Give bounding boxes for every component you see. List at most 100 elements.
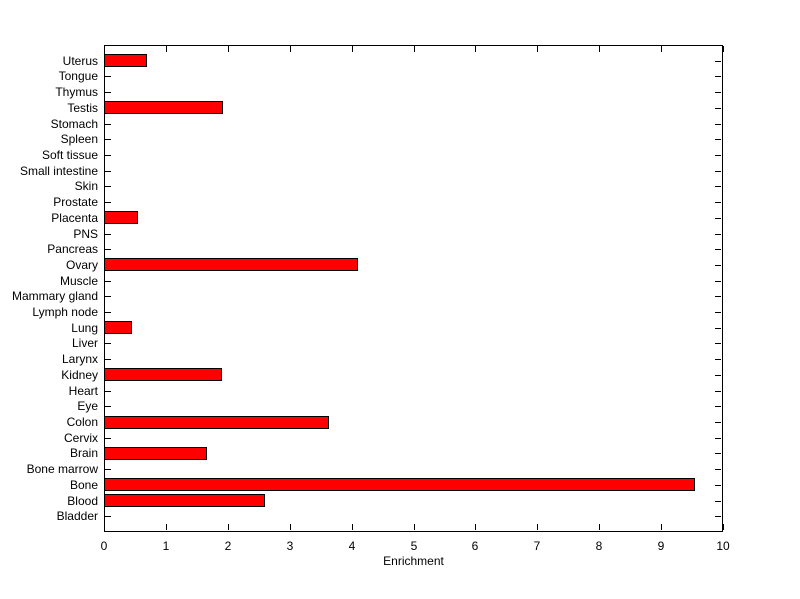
bar-blood bbox=[104, 494, 265, 507]
y-tick-right bbox=[715, 171, 721, 172]
xtick-label-10: 10 bbox=[716, 539, 730, 553]
ytick-label-small-intestine: Small intestine bbox=[19, 163, 98, 178]
xtick-label-2: 2 bbox=[224, 539, 232, 553]
y-tick-right bbox=[715, 485, 721, 486]
x-tick-bottom bbox=[290, 524, 291, 530]
y-tick-right bbox=[715, 76, 721, 77]
ytick-label-tongue: Tongue bbox=[58, 69, 98, 84]
ytick-label-mammary-gland: Mammary gland bbox=[11, 289, 98, 304]
x-tick-bottom bbox=[475, 524, 476, 530]
xtick-label-3: 3 bbox=[286, 539, 294, 553]
x-tick-top bbox=[414, 46, 415, 52]
y-tick-right bbox=[715, 92, 721, 93]
x-tick-top bbox=[228, 46, 229, 52]
y-tick-right bbox=[715, 516, 721, 517]
x-tick-top bbox=[352, 46, 353, 52]
bar-testis bbox=[104, 101, 223, 114]
ytick-label-eye: Eye bbox=[77, 399, 98, 414]
xtick-label-9: 9 bbox=[657, 539, 665, 553]
y-tick-right bbox=[715, 218, 721, 219]
y-tick-right bbox=[715, 375, 721, 376]
ytick-label-brain: Brain bbox=[69, 446, 98, 461]
x-tick-bottom bbox=[537, 524, 538, 530]
y-tick-right bbox=[715, 155, 721, 156]
y-tick-left bbox=[105, 92, 111, 93]
y-tick-right bbox=[715, 265, 721, 266]
y-tick-left bbox=[105, 139, 111, 140]
bar-kidney bbox=[104, 368, 222, 381]
y-tick-right bbox=[715, 391, 721, 392]
bar-placenta bbox=[104, 211, 138, 224]
y-tick-left bbox=[105, 124, 111, 125]
y-tick-right bbox=[715, 501, 721, 502]
y-tick-right bbox=[715, 186, 721, 187]
y-tick-left bbox=[105, 234, 111, 235]
y-tick-left bbox=[105, 312, 111, 313]
x-tick-bottom bbox=[352, 524, 353, 530]
y-tick-right bbox=[715, 469, 721, 470]
ytick-label-pns: PNS bbox=[73, 226, 98, 241]
ytick-label-bone: Bone bbox=[69, 477, 98, 492]
ytick-label-colon: Colon bbox=[66, 415, 98, 430]
ytick-label-blood: Blood bbox=[67, 493, 98, 508]
xtick-label-8: 8 bbox=[595, 539, 603, 553]
ytick-label-prostate: Prostate bbox=[53, 195, 98, 210]
ytick-label-lymph-node: Lymph node bbox=[32, 305, 98, 320]
y-tick-right bbox=[715, 61, 721, 62]
y-tick-left bbox=[105, 343, 111, 344]
y-tick-left bbox=[105, 249, 111, 250]
x-tick-top bbox=[166, 46, 167, 52]
xtick-label-6: 6 bbox=[471, 539, 479, 553]
x-tick-top bbox=[537, 46, 538, 52]
ytick-label-bladder: Bladder bbox=[56, 509, 98, 524]
x-tick-bottom bbox=[723, 524, 724, 530]
ytick-label-uterus: Uterus bbox=[62, 53, 98, 68]
y-tick-right bbox=[715, 234, 721, 235]
x-tick-bottom bbox=[166, 524, 167, 530]
y-tick-right bbox=[715, 422, 721, 423]
x-tick-top bbox=[104, 46, 105, 52]
x-axis-label: Enrichment bbox=[383, 554, 444, 568]
y-tick-left bbox=[105, 438, 111, 439]
y-tick-left bbox=[105, 391, 111, 392]
xtick-label-7: 7 bbox=[533, 539, 541, 553]
y-tick-left bbox=[105, 296, 111, 297]
x-tick-top bbox=[661, 46, 662, 52]
y-tick-left bbox=[105, 155, 111, 156]
y-tick-right bbox=[715, 328, 721, 329]
y-tick-right bbox=[715, 359, 721, 360]
bar-bone bbox=[104, 478, 695, 491]
y-tick-left bbox=[105, 359, 111, 360]
x-tick-bottom bbox=[228, 524, 229, 530]
ytick-label-placenta: Placenta bbox=[51, 210, 98, 225]
y-tick-left bbox=[105, 516, 111, 517]
xtick-label-1: 1 bbox=[162, 539, 170, 553]
ytick-label-thymus: Thymus bbox=[55, 85, 98, 100]
y-tick-right bbox=[715, 202, 721, 203]
y-tick-left bbox=[105, 281, 111, 282]
y-tick-right bbox=[715, 139, 721, 140]
ytick-label-kidney: Kidney bbox=[61, 367, 98, 382]
ytick-label-spleen: Spleen bbox=[60, 132, 98, 147]
y-tick-right bbox=[715, 108, 721, 109]
x-tick-bottom bbox=[661, 524, 662, 530]
x-tick-top bbox=[475, 46, 476, 52]
y-tick-left bbox=[105, 171, 111, 172]
y-tick-left bbox=[105, 469, 111, 470]
bar-ovary bbox=[104, 258, 358, 271]
ytick-label-stomach: Stomach bbox=[50, 116, 98, 131]
ytick-label-soft-tissue: Soft tissue bbox=[41, 147, 98, 162]
x-tick-top bbox=[290, 46, 291, 52]
ytick-label-pancreas: Pancreas bbox=[47, 242, 98, 257]
xtick-label-5: 5 bbox=[410, 539, 418, 553]
y-tick-left bbox=[105, 406, 111, 407]
ytick-label-cervix: Cervix bbox=[63, 430, 98, 445]
y-tick-right bbox=[715, 438, 721, 439]
x-tick-bottom bbox=[414, 524, 415, 530]
y-tick-left bbox=[105, 186, 111, 187]
plot-area bbox=[104, 45, 723, 532]
ytick-label-bone-marrow: Bone marrow bbox=[26, 462, 98, 477]
x-tick-bottom bbox=[599, 524, 600, 530]
y-tick-left bbox=[105, 202, 111, 203]
